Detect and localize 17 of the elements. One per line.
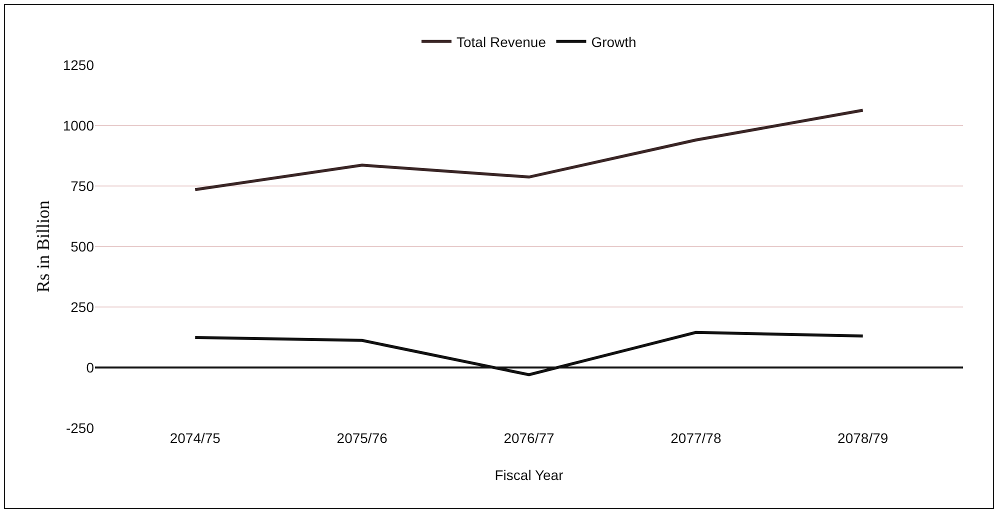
x-tick-label: 2076/77 [504, 430, 555, 446]
y-tick-label: 500 [70, 238, 94, 254]
x-tick-label: 2074/75 [170, 430, 221, 446]
legend-label: Total Revenue [456, 34, 546, 50]
y-tick-label: 1000 [62, 117, 94, 134]
y-tick-label: -250 [66, 420, 94, 436]
line-series [194, 108, 864, 192]
x-axis-title: Fiscal Year [494, 467, 564, 483]
y-tick-label: 250 [70, 298, 94, 315]
y-tick-label: 0 [86, 359, 94, 376]
y-tick-label: 1250 [62, 56, 94, 73]
x-tick-label: 2077/78 [670, 430, 722, 446]
y-tick-label: 750 [70, 178, 94, 194]
y-axis-title: Rs in Billion [33, 200, 53, 293]
x-tick-label: 2078/79 [838, 430, 888, 446]
legend-label: Growth [591, 34, 636, 50]
x-tick-label: 2075/76 [336, 430, 388, 446]
